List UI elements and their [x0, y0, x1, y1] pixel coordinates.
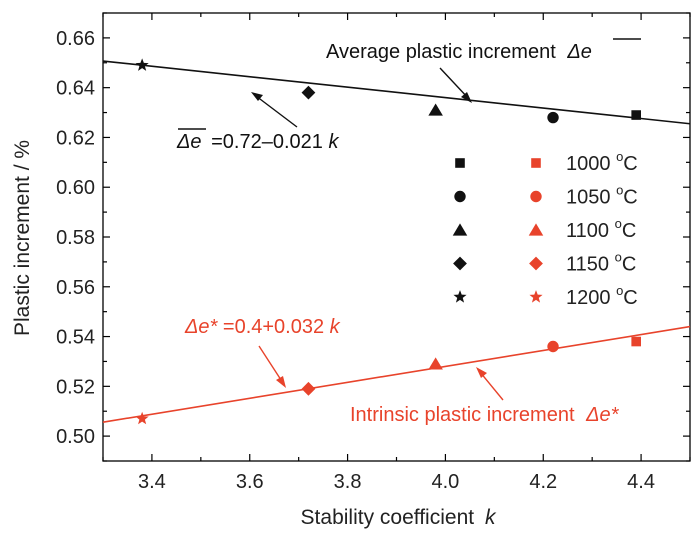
average-point-square [631, 110, 641, 120]
legend-marker-intrinsic [530, 190, 542, 203]
y-axis-title: Plastic increment / % [11, 140, 34, 336]
x-tick-label: 4.0 [432, 471, 460, 493]
average-point-triangle [428, 103, 443, 116]
x-tick-label: 3.4 [138, 471, 166, 493]
legend-marker-average [453, 290, 467, 303]
legend-marker-intrinsic [528, 223, 544, 236]
y-tick-label: 0.60 [56, 177, 95, 199]
intrinsic-point-circle [547, 340, 559, 353]
average-annotation: Average plastic increment Δe [326, 41, 592, 63]
average-fit-line [102, 60, 691, 125]
legend-marker-average [452, 223, 468, 236]
average-symbol: Δe [566, 41, 592, 63]
intrinsic-point-star [135, 411, 149, 425]
y-tick-label: 0.54 [56, 327, 95, 349]
average-eq-arrow [251, 92, 298, 128]
intrinsic-eq-arrow [258, 345, 286, 388]
x-tick-label: 4.2 [529, 471, 557, 493]
average-point-star [135, 58, 149, 71]
intrinsic-label-arrow [476, 367, 504, 401]
intrinsic-point-triangle [428, 357, 443, 370]
legend-label: 1100 oC [566, 216, 636, 242]
y-tick-label: 0.52 [56, 376, 95, 398]
legend-marker-intrinsic [531, 158, 541, 168]
legend-marker-intrinsic [529, 290, 543, 303]
fit-lines [102, 60, 691, 423]
data-points [135, 58, 641, 425]
x-tick-label: 3.8 [334, 471, 362, 493]
legend-marker-average [453, 256, 467, 271]
intrinsic-fit-line [102, 325, 691, 423]
x-tick-label: 4.4 [627, 471, 655, 493]
average-equation: Δe =0.72–0.021 k [176, 131, 339, 153]
average-label-arrow [439, 67, 472, 103]
legend-label: 1200 oC [566, 283, 638, 309]
intrinsic-point-diamond [301, 381, 316, 396]
legend-label: 1050 oC [566, 183, 638, 209]
y-tick-label: 0.50 [56, 426, 95, 448]
average-point-circle [547, 111, 559, 124]
legend-marker-intrinsic [529, 256, 543, 271]
intrinsic-equation: Δe* =0.4+0.032 k [184, 316, 341, 338]
average-point-diamond [301, 85, 316, 100]
axes: 3.4 3.6 3.8 4.0 4.2 4.4 0.50 0.52 0.54 0.56 0.58 0.… [56, 12, 691, 493]
y-tick-label: 0.62 [56, 127, 95, 149]
y-tick-label: 0.66 [56, 28, 95, 50]
average-eq-symbol: Δe [176, 131, 202, 153]
legend: 1000 oC 1050 oC 1100 oC 1150 oC 1200 oC [452, 149, 638, 309]
x-axis-title: Stability coefficient k [301, 506, 497, 529]
y-tick-label: 0.64 [56, 78, 95, 100]
y-tick-label: 0.56 [56, 277, 95, 299]
legend-marker-average [455, 158, 465, 168]
x-tick-label: 3.6 [236, 471, 264, 493]
legend-label: 1150 oC [566, 250, 636, 276]
y-tick-label: 0.58 [56, 227, 95, 249]
legend-marker-average [454, 190, 466, 203]
intrinsic-point-square [631, 336, 641, 347]
legend-label: 1000 oC [566, 149, 638, 175]
annotations: Average plastic increment Δe Δe =0.72–0.… [176, 38, 641, 426]
intrinsic-annotation: Intrinsic plastic increment Δe* [350, 404, 620, 426]
